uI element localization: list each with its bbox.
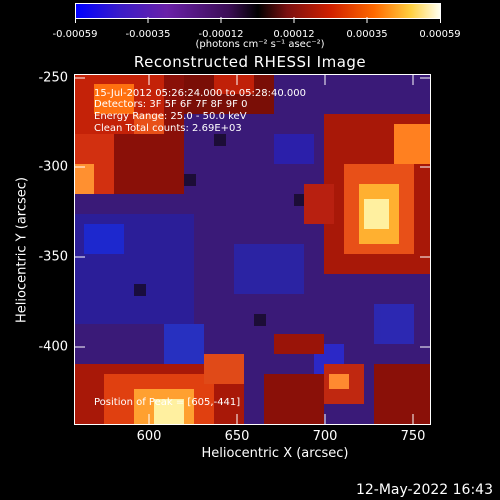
- peak-position: Position of Peak = [605,-441]: [94, 397, 241, 408]
- colorbar-tick: -0.00035: [125, 29, 171, 40]
- rhessi-image: [74, 74, 430, 424]
- colorbar: [75, 3, 441, 19]
- x-tick: 600: [136, 429, 162, 444]
- detectors: Detectors: 3F 5F 6F 7F 8F 9F 0: [94, 99, 248, 110]
- y-axis-label: Heliocentric Y (arcsec): [14, 177, 30, 323]
- colorbar-unit: (photons cm⁻² s⁻¹ asec⁻²): [195, 39, 325, 50]
- x-tick: 700: [312, 429, 338, 444]
- x-tick: 650: [224, 429, 250, 444]
- rhessi-image-canvas: [74, 74, 430, 424]
- colorbar-tick: -0.00059: [52, 29, 98, 40]
- colorbar-tick: 0.00035: [346, 29, 388, 40]
- clean-total-counts: Clean Total counts: 2.69E+03: [94, 123, 242, 134]
- time-range: 15-Jul-2012 05:26:24.000 to 05:28:40.000: [94, 88, 306, 99]
- x-tick: 750: [400, 429, 426, 444]
- y-tick: -250: [38, 70, 68, 86]
- y-tick: -400: [38, 339, 68, 355]
- x-axis-label: Heliocentric X (arcsec): [201, 446, 349, 461]
- footer-date: 12-May-2022 16:43: [355, 482, 493, 498]
- colorbar-tick: 0.00059: [419, 29, 461, 40]
- image-title: Reconstructed RHESSI Image: [133, 53, 367, 71]
- y-tick: -350: [38, 249, 68, 265]
- energy-range: Energy Range: 25.0 - 50.0 keV: [94, 111, 247, 122]
- colorbar-tick: -0.00012: [198, 29, 244, 40]
- colorbar-ticks: [75, 17, 441, 23]
- colorbar-tick: 0.00012: [273, 29, 315, 40]
- y-tick: -300: [38, 159, 68, 175]
